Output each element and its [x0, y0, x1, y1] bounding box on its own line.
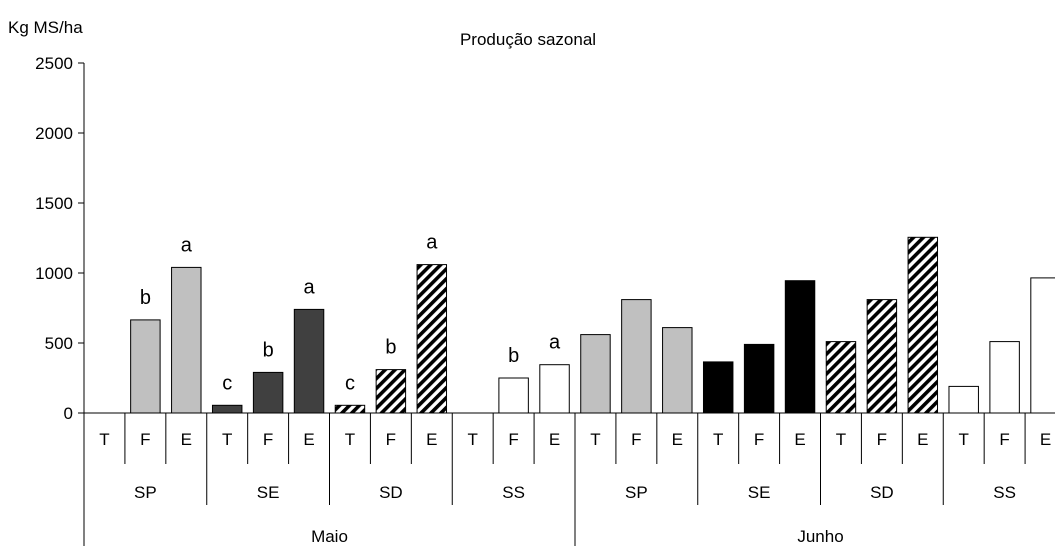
y-tick-label: 500 [45, 334, 73, 353]
month-label: Junho [797, 527, 843, 546]
group-label: SD [379, 483, 403, 502]
x-tick-label: F [877, 430, 887, 449]
x-tick-label: T [713, 430, 723, 449]
x-tick-label: E [917, 430, 928, 449]
bar-junho-ss-f [989, 341, 1020, 414]
bar-maio-se-t [211, 404, 243, 414]
significance-label: c [222, 372, 232, 394]
bar-maio-sp-e [171, 266, 202, 414]
significance-label: a [181, 234, 193, 256]
x-tick-label: E [181, 430, 192, 449]
bar-junho-ss-e [1030, 277, 1055, 414]
y-tick-label: 0 [64, 404, 73, 423]
x-tick-label: E [794, 430, 805, 449]
group-label: SD [870, 483, 894, 502]
bar-maio-sd-e [416, 264, 448, 414]
significance-label: c [345, 372, 355, 394]
x-tick-label: E [426, 430, 437, 449]
bar-maio-sd-f [375, 369, 407, 414]
x-axis: T F E T F E T F E T F E T F E T F E T F E T F E SP SE SD SS Maio SP SE… [83, 412, 1055, 546]
group-label: SE [748, 483, 771, 502]
y-axis: 0 500 1000 1500 2000 2500 [35, 54, 85, 423]
bar-maio-ss-e [539, 364, 570, 414]
x-tick-label: F [999, 430, 1009, 449]
bar-junho-sp-e [662, 327, 693, 414]
x-tick-label: T [222, 430, 232, 449]
y-tick-label: 2000 [35, 124, 73, 143]
bars: b a c b a c b a b a [130, 232, 1055, 414]
bar-junho-sd-e [907, 236, 939, 414]
x-tick-label: T [468, 430, 478, 449]
x-tick-label: T [345, 430, 355, 449]
x-tick-label: F [263, 430, 273, 449]
bar-junho-sd-t [825, 341, 857, 414]
x-tick-label: F [140, 430, 150, 449]
x-tick-label: E [672, 430, 683, 449]
bar-junho-sd-f [866, 299, 898, 414]
x-tick-label: F [386, 430, 396, 449]
group-label: SP [625, 483, 648, 502]
y-axis-label: Kg MS/ha [8, 18, 83, 37]
x-tick-label: T [99, 430, 109, 449]
bar-maio-se-e [293, 308, 325, 414]
group-label: SS [993, 483, 1016, 502]
x-tick-label: E [549, 430, 560, 449]
chart-title: Produção sazonal [460, 30, 596, 49]
significance-label: b [385, 337, 396, 359]
bar-maio-sp-f [130, 319, 161, 414]
bar-maio-se-f [252, 371, 284, 414]
x-tick-label: F [754, 430, 764, 449]
bar-junho-se-t [702, 361, 734, 414]
bar-junho-se-e [784, 280, 816, 414]
y-tick-label: 1000 [35, 264, 73, 283]
y-tick-label: 2500 [35, 54, 73, 73]
significance-label: a [549, 332, 561, 354]
x-tick-label: E [303, 430, 314, 449]
bar-junho-ss-t [948, 385, 979, 414]
bar-junho-sp-t [580, 334, 611, 414]
significance-label: a [426, 232, 438, 254]
bar-junho-se-f [743, 343, 775, 414]
bar-maio-sd-t [334, 404, 366, 414]
x-tick-label: F [631, 430, 641, 449]
group-label: SE [257, 483, 280, 502]
group-label: SP [134, 483, 157, 502]
x-tick-label: T [959, 430, 969, 449]
x-tick-label: T [836, 430, 846, 449]
significance-label: b [508, 345, 519, 367]
bar-junho-sp-f [621, 299, 652, 414]
bar-maio-ss-f [498, 377, 529, 414]
significance-label: b [263, 339, 274, 361]
x-tick-label: T [590, 430, 600, 449]
x-tick-label: E [1040, 430, 1051, 449]
x-tick-label: F [508, 430, 518, 449]
y-tick-label: 1500 [35, 194, 73, 213]
group-label: SS [502, 483, 525, 502]
significance-label: a [303, 276, 315, 298]
significance-label: b [140, 287, 151, 309]
month-label: Maio [311, 527, 348, 546]
